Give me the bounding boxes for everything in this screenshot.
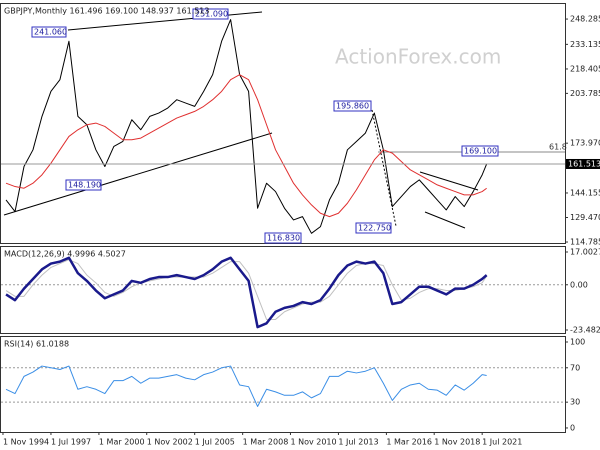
y-tick-label: 100 [570,337,585,346]
y-tick-label: 0.00 [570,280,588,289]
series-line [5,259,488,320]
x-tick-label: 1 Mar 2016 [386,438,432,447]
x-tick-label: 1 Nov 2010 [290,438,336,447]
annotation-box [461,145,499,157]
annotation-box [333,100,372,112]
x-tick-label: 1 Nov 2002 [147,438,193,447]
panel-title: RSI(14) 61.0188 [4,340,69,349]
y-tick-label: 173.970 [570,139,600,148]
watermark: ActionForex.com [335,45,501,69]
series-line [5,256,488,329]
trendline [3,132,273,216]
y-tick-label: 0 [570,423,575,432]
panel-title: MACD(12,26,9) 4.9996 4.5027 [4,250,126,259]
y-tick-label: 114.785 [570,238,600,247]
annotation: 251.090 [195,10,228,19]
x-tick-label: 1 Mar 2000 [99,438,145,447]
annotation-box [264,232,302,244]
last-price-label: 161.513 [568,159,600,168]
x-tick-label: 1 Nov 1994 [3,438,49,447]
annotation: 148.190 [68,181,101,190]
annotation: 169.100 [464,147,497,156]
trendline [67,11,263,31]
panel-title: GBPJPY,Monthly 161.496 169.100 148.937 1… [4,7,209,16]
x-tick-label: 1 Jul 2005 [195,438,235,447]
trendline [419,171,479,191]
annotation: 122.750 [358,224,391,233]
y-tick-label: -23.4823 [570,325,600,334]
annotation-box [65,179,102,191]
x-tick-label: 1 Jul 1997 [51,438,91,447]
x-tick-label: 1 Nov 2018 [434,438,480,447]
macd-panel-frame [0,246,566,334]
last-price-box [566,158,600,169]
y-tick-label: 70 [570,363,580,372]
annotation: 116.830 [267,234,300,243]
series-line [5,74,487,218]
rsi-panel-frame [0,336,566,433]
y-tick-label: 30 [570,398,580,407]
annotation-box [192,8,229,20]
x-tick-label: 1 Jul 2013 [338,438,378,447]
fib-label: 61.8 [549,143,567,152]
annotation-box [355,222,392,234]
y-tick-label: 144.155 [570,188,600,197]
y-tick-label: 203.785 [570,89,600,98]
x-tick-label: 1 Jul 2021 [482,438,522,447]
trendline [424,211,466,229]
annotation-box [31,26,67,38]
y-tick-label: 248.285 [570,15,600,24]
y-tick-label: 129.470 [570,213,600,222]
annotation: 241.060 [34,28,67,37]
series-line [5,365,487,407]
y-tick-label: 17.0027 [570,248,600,257]
annotations: 241.060 251.090 148.190 195.860 116.830 … [31,8,567,244]
y-tick-label: 233.135 [570,40,600,49]
x-tick-label: 1 Mar 2008 [243,438,289,447]
annotation: 195.860 [336,102,369,111]
y-tick-label: 218.405 [570,64,600,73]
